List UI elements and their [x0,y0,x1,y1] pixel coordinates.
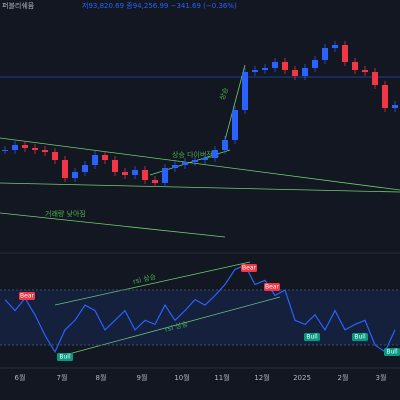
header-title: 퍼블리쉐뮴 [2,1,35,10]
candle [112,160,118,172]
candle [42,150,48,152]
signal-box [57,353,73,361]
trend-line [54,261,251,306]
candle [342,45,348,62]
signal-label: Bear [242,265,256,272]
trend-line [0,212,226,238]
trend-line [0,182,400,193]
candle [72,172,78,178]
signal-box [264,283,280,291]
candle [392,105,398,108]
candle [142,170,148,180]
candle [212,150,218,158]
x-tick-label: 8월 [96,373,107,382]
candle [262,68,268,70]
x-tick-label: 11월 [214,373,229,382]
candle [32,148,38,150]
annotation: 거래량 낮아짐 [45,209,86,218]
signal-label: Bull [386,349,398,356]
candle [242,72,248,110]
signal-label: Bear [20,293,34,300]
candle [12,145,18,150]
candle [282,62,288,70]
x-tick-label: 2025 [293,374,311,382]
signal-box [19,292,35,300]
signal-label: Bull [354,334,366,341]
signal-box [352,333,368,341]
candle [292,70,298,76]
candle [222,140,228,150]
candle [52,152,58,160]
x-tick-label: 2월 [338,373,349,382]
candle [382,85,388,108]
signal-box [304,333,320,341]
x-tick-label: 7월 [57,373,68,382]
candle [102,155,108,160]
candle [122,172,128,175]
candle [352,62,358,70]
x-tick-label: 10월 [174,373,189,382]
candle [22,145,28,148]
candle [252,70,258,72]
x-tick-label: 12월 [254,373,269,382]
x-tick-label: 3월 [376,373,387,382]
candle [92,155,98,165]
candle [152,180,158,183]
candle [232,110,238,140]
candle [132,170,138,175]
candle [362,70,368,72]
trend-line [224,64,246,141]
candle [272,62,278,68]
rsi-band [0,290,400,345]
x-tick-label: 9월 [137,373,148,382]
candle [312,60,318,68]
candle [82,165,88,172]
candle [302,68,308,76]
candle [332,45,338,48]
signal-label: Bear [265,284,279,291]
x-tick-label: 6월 [15,373,26,382]
signal-label: Bull [59,354,71,361]
candle [192,160,198,162]
signal-label: Bull [306,334,318,341]
signal-box [241,264,257,272]
candle [62,160,68,178]
candle [2,150,8,151]
candle [202,158,208,160]
annotation: 상승 다이버전스 [172,150,220,159]
trend-line [0,137,400,191]
candle [182,162,188,165]
candle [172,165,178,168]
signal-box [384,348,400,356]
rsi-line [4,264,396,354]
candle [162,168,168,183]
header-ohlc: 저93,820.69 종94,256.99 −341.69 (−0.36%) [82,1,237,10]
candle [372,72,378,85]
candle [322,48,328,60]
annotation: 상승 [217,86,230,102]
